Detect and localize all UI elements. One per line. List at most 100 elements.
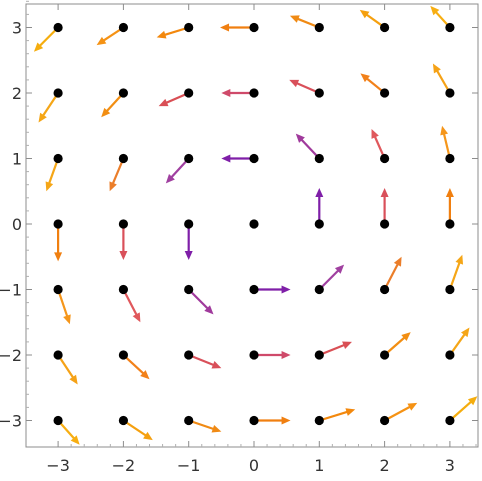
grid-point [380, 284, 390, 295]
y-tick-label: −2 [0, 346, 22, 365]
grid-point [445, 350, 455, 360]
arrow-head [401, 332, 411, 342]
arrow-head [359, 9, 370, 19]
grid-point [184, 415, 194, 426]
vector-arrow [448, 254, 464, 291]
grid-point [184, 350, 194, 360]
grid-point [118, 415, 128, 426]
grid-point [380, 219, 390, 229]
y-tick-label: 1 [12, 150, 22, 169]
grid-point [445, 415, 455, 426]
x-tick-label: 0 [249, 456, 259, 475]
arrow-head [70, 435, 80, 445]
arrow-head [63, 314, 71, 325]
x-tick-label: −2 [112, 456, 136, 475]
grid-point [118, 88, 128, 98]
arrow-head [432, 63, 441, 74]
grid-point [314, 350, 324, 360]
arrow-head [140, 370, 150, 380]
grid-point [249, 284, 259, 295]
grid-point [53, 22, 63, 33]
arrow-head [45, 181, 54, 192]
arrow-head [445, 187, 454, 197]
grid-point [380, 153, 390, 164]
vector-arrow [122, 288, 141, 323]
x-tick-label: 2 [380, 456, 390, 475]
grid-point [53, 219, 63, 229]
arrow-head [289, 79, 300, 88]
grid-point [184, 284, 194, 295]
grid-point [118, 219, 128, 229]
grid-point [445, 22, 455, 33]
grid-point [249, 350, 259, 360]
arrow-head [38, 112, 47, 123]
arrow-head [380, 187, 389, 197]
arrow-head [455, 254, 464, 265]
arrow-head [315, 187, 324, 197]
y-tick-label: 3 [12, 19, 22, 38]
grid-point [249, 219, 259, 229]
vector-arrow [56, 288, 71, 325]
grid-point [380, 22, 390, 33]
grid-point [314, 22, 324, 33]
arrow-head [96, 36, 107, 46]
arrow-head [143, 431, 153, 441]
grid-point [249, 22, 259, 33]
arrow-head [461, 327, 470, 338]
axis-ticks [26, 0, 478, 447]
arrow-shaft [448, 262, 461, 291]
grid-point [184, 22, 194, 33]
grid-point [314, 284, 324, 295]
y-tick-label: −3 [0, 412, 22, 431]
arrow-shaft [318, 410, 348, 422]
grid-points [53, 22, 455, 426]
arrow-head [211, 424, 222, 433]
grid-point [118, 350, 128, 360]
arrow-head [221, 89, 231, 97]
arrow-head [440, 125, 449, 136]
arrow-head [156, 30, 167, 39]
arrow-head [184, 251, 193, 261]
arrow-head [407, 402, 418, 411]
arrow-head [342, 341, 352, 349]
arrow-shaft [56, 288, 69, 317]
grid-point [53, 415, 63, 426]
arrow-head [220, 23, 230, 32]
grid-point [184, 219, 194, 229]
grid-point [118, 153, 128, 164]
grid-point [445, 88, 455, 98]
grid-point [53, 350, 63, 360]
arrow-head [295, 133, 305, 143]
y-tick-label: −1 [0, 281, 22, 300]
arrow-head [101, 107, 111, 118]
arrow-head [393, 256, 402, 267]
grid-point [118, 284, 128, 295]
vector-arrow [383, 402, 418, 422]
vector-arrow [383, 256, 402, 291]
grid-point [380, 350, 390, 360]
arrow-head [69, 374, 78, 385]
grid-point [249, 415, 259, 426]
y-tick-label: 0 [12, 215, 22, 234]
arrow-head [165, 174, 175, 184]
grid-point [249, 88, 259, 98]
grid-point [445, 284, 455, 295]
arrow-head [204, 305, 214, 315]
arrow-head [334, 264, 345, 274]
grid-point [380, 88, 390, 98]
grid-point [314, 415, 324, 426]
grid-point [249, 153, 259, 164]
arrow-head [119, 251, 128, 261]
arrow-head [54, 252, 63, 262]
x-tick-label: −3 [46, 456, 70, 475]
arrow-head [281, 285, 291, 294]
x-tick-label: 1 [314, 456, 324, 475]
arrow-head [360, 73, 370, 83]
y-tick-label: 2 [12, 84, 22, 103]
arrow-shaft [122, 288, 138, 316]
arrow-head [467, 396, 478, 406]
arrow-head [345, 408, 356, 416]
arrow-head [211, 361, 222, 369]
arrow-shaft [383, 263, 399, 291]
